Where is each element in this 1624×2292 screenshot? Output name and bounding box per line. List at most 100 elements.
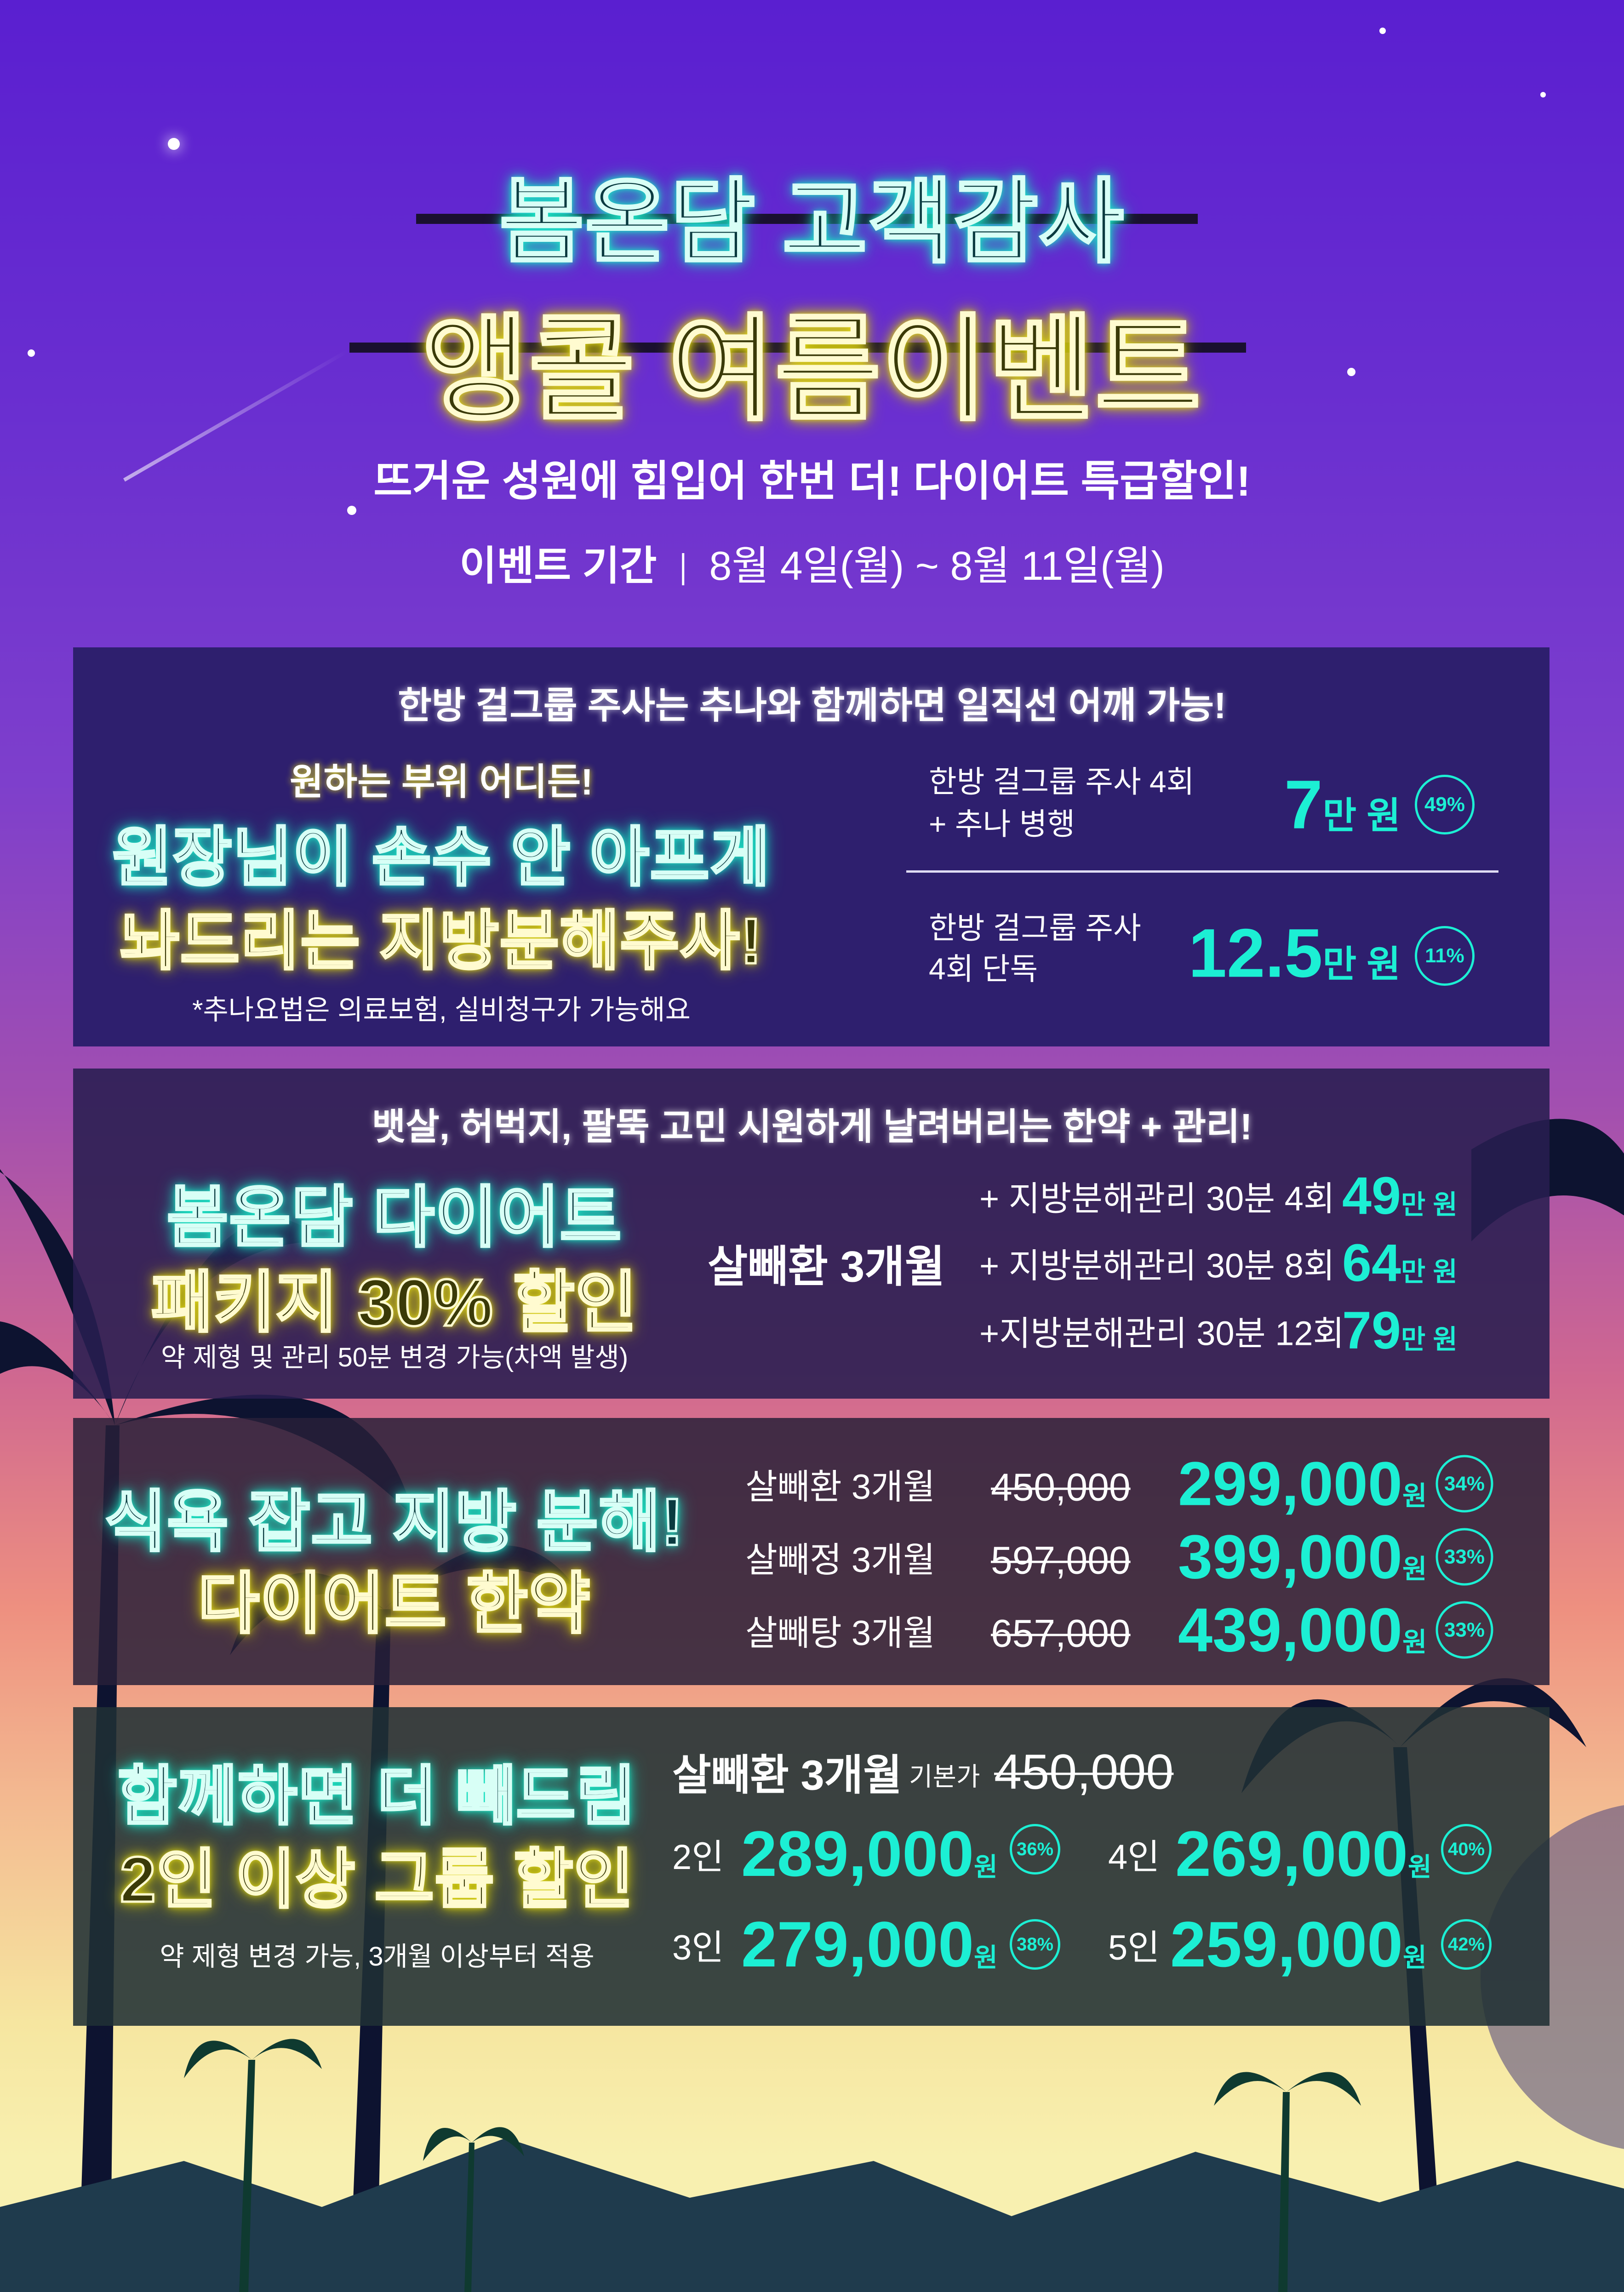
section-herbal <box>73 1418 1550 1685</box>
offer-1-line1: 한방 걸그룹 주사 4회 <box>929 765 1195 799</box>
herbal-price: 399,000원 <box>1178 1521 1427 1593</box>
section4-neon-line1: 함께하면 더 빼드림 <box>116 1759 637 1834</box>
neon-sign-bar <box>349 343 1246 353</box>
price-value: 64 <box>1342 1234 1401 1292</box>
price-unit: 원 <box>1402 1554 1427 1584</box>
discount-badge: 49% <box>1415 775 1475 834</box>
price-unit: 만 원 <box>1401 1325 1458 1355</box>
section2-product: 살빼환 3개월 <box>707 1242 945 1292</box>
price-value: 79 <box>1342 1301 1401 1360</box>
discount-badge: 38% <box>1010 1919 1060 1970</box>
star-decoration <box>1379 28 1386 34</box>
period-divider <box>681 553 684 585</box>
section2-note: 약 제형 및 관리 50분 변경 가능(차액 발생) <box>160 1343 629 1372</box>
offer-divider <box>906 870 1498 873</box>
discount-badge: 11% <box>1415 926 1475 986</box>
herbal-name: 살빼환 3개월 <box>745 1468 935 1507</box>
herbal-original-price: 657,000 <box>991 1612 1131 1655</box>
price-value: 49 <box>1342 1166 1401 1225</box>
price-unit: 원 <box>1402 1627 1427 1658</box>
offer-2-line2: 4회 단독 <box>929 952 1038 986</box>
price-unit: 원 <box>1402 1481 1427 1511</box>
group-people: 4인 <box>1108 1838 1160 1877</box>
price-value: 289,000 <box>741 1818 974 1890</box>
palm-small <box>184 2039 322 2292</box>
price-value: 12.5 <box>1188 914 1323 992</box>
offer-2-price: 12.5만 원 <box>1189 914 1401 993</box>
herbal-price: 299,000원 <box>1178 1448 1427 1520</box>
offer-1-line2: + 추나 병행 <box>929 807 1075 841</box>
discount-badge: 33% <box>1435 1528 1493 1586</box>
discount-badge: 40% <box>1441 1824 1492 1875</box>
palm-right <box>1241 1119 1624 2292</box>
herbal-original-price: 597,000 <box>991 1538 1131 1582</box>
price-unit: 원 <box>974 1852 998 1881</box>
neon-sign-bar <box>416 214 1198 224</box>
package-option: + 지방분해관리 30분 8회 <box>979 1246 1335 1285</box>
price-unit: 만 원 <box>1322 795 1401 836</box>
price-unit: 원 <box>1408 1852 1432 1881</box>
price-value: 439,000 <box>1178 1595 1402 1665</box>
section1-note: *추나요법은 의료보험, 실비청구가 가능해요 <box>192 995 691 1025</box>
price-unit: 원 <box>1403 1943 1427 1972</box>
event-period: 이벤트 기간 8월 4일(월) ~ 8월 11일(월) <box>459 533 1165 592</box>
section-injection <box>73 647 1550 1046</box>
star-decoration <box>347 506 356 515</box>
section4-neon-line2: 2인 이상 그룹 할인 <box>119 1842 635 1917</box>
herbal-name: 살빼정 3개월 <box>745 1541 935 1580</box>
discount-badge: 42% <box>1441 1919 1492 1970</box>
herbal-original-price: 450,000 <box>991 1465 1131 1509</box>
discount-badge: 34% <box>1435 1455 1493 1513</box>
section4-product: 살빼환 3개월 <box>672 1752 902 1799</box>
section4-note: 약 제형 변경 가능, 3개월 이상부터 적용 <box>160 1942 595 1972</box>
group-price: 279,000원 <box>741 1907 998 1982</box>
price-value: 399,000 <box>1178 1522 1402 1592</box>
star-decoration <box>1540 92 1546 97</box>
title-line-1: 봄온담 고객감사 <box>498 170 1125 275</box>
group-people: 2인 <box>672 1838 724 1877</box>
section1-neon-line2: 놔드리는 지방분해주사! <box>119 904 763 978</box>
section1-neon-line1: 원장님이 손수 안 아프게 <box>111 820 771 895</box>
subtitle: 뜨거운 성원에 힘입어 한번 더! 다이어트 특급할인! <box>373 458 1251 505</box>
base-price: 450,000 <box>994 1743 1174 1800</box>
group-people: 5인 <box>1108 1928 1160 1967</box>
price-unit: 원 <box>974 1943 998 1972</box>
section3-neon-line1: 식욕 잡고 지방 분해! <box>103 1484 685 1560</box>
price-unit: 만 원 <box>1322 943 1401 985</box>
package-price: 49만 원 <box>1342 1166 1458 1226</box>
group-price: 269,000원 <box>1175 1817 1432 1891</box>
package-price: 79만 원 <box>1342 1300 1458 1361</box>
herbal-name: 살빼탕 3개월 <box>745 1614 935 1653</box>
palm-small <box>423 2127 524 2292</box>
section-package <box>73 1069 1550 1399</box>
discount-badge: 33% <box>1435 1601 1493 1659</box>
star-decoration <box>1347 368 1355 376</box>
package-option: +지방분해관리 30분 12회 <box>979 1314 1344 1353</box>
price-value: 259,000 <box>1170 1908 1403 1980</box>
group-price: 259,000원 <box>1170 1907 1427 1982</box>
section2-heading: 뱃살, 허벅지, 팔뚝 고민 시원하게 날려버리는 한약 + 관리! <box>372 1106 1252 1147</box>
section2-neon-line2: 패키지 30% 할인 <box>150 1264 638 1341</box>
section1-heading: 한방 걸그룹 주사는 추나와 함께하면 일직선 어깨 가능! <box>398 685 1226 726</box>
price-value: 7 <box>1284 766 1323 843</box>
price-unit: 만 원 <box>1401 1257 1458 1287</box>
offer-1-price: 7만 원 <box>1284 765 1401 845</box>
section3-neon-line2: 다이어트 한약 <box>197 1566 591 1642</box>
period-value: 8월 4일(월) ~ 8월 11일(월) <box>709 543 1165 589</box>
group-price: 289,000원 <box>741 1817 998 1891</box>
section2-neon-line1: 봄온담 다이어트 <box>166 1179 623 1256</box>
period-label: 이벤트 기간 <box>459 543 657 589</box>
star-decoration <box>28 349 35 357</box>
price-value: 279,000 <box>741 1908 974 1980</box>
section1-kicker: 원하는 부위 어디든! <box>290 761 593 802</box>
mountains <box>0 2138 1624 2292</box>
price-value: 299,000 <box>1178 1449 1402 1519</box>
group-people: 3인 <box>672 1928 724 1967</box>
title-line-2: 앵콜 여름이벤트 <box>421 304 1202 435</box>
palm-small <box>1214 2072 1361 2292</box>
price-value: 269,000 <box>1175 1818 1408 1890</box>
base-price-label: 기본가 <box>909 1762 980 1791</box>
offer-2-line1: 한방 걸그룹 주사 <box>929 911 1141 945</box>
package-option: + 지방분해관리 30분 4회 <box>979 1179 1335 1218</box>
herbal-price: 439,000원 <box>1178 1595 1427 1666</box>
